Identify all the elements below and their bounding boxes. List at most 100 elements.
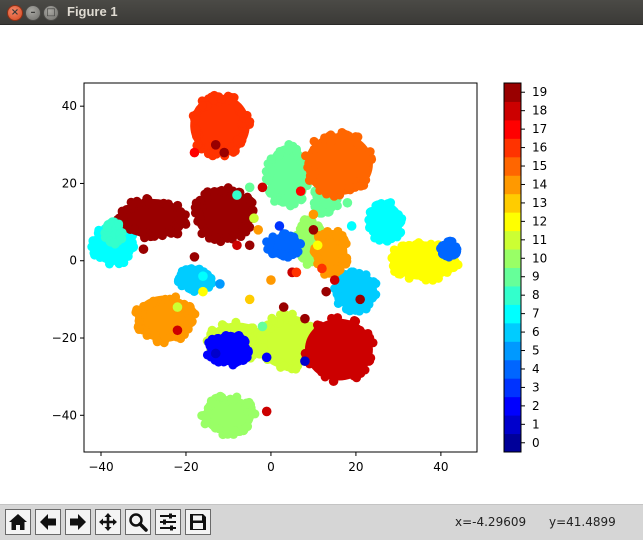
data-point <box>295 186 306 196</box>
cursor-y-readout: y=41.4899 <box>549 515 616 529</box>
data-point <box>302 259 312 269</box>
data-point <box>263 176 273 186</box>
data-point <box>345 182 355 192</box>
data-point <box>226 331 236 341</box>
pan-button[interactable] <box>95 509 121 535</box>
data-point <box>311 198 321 208</box>
data-point <box>366 220 376 230</box>
data-point <box>115 257 125 267</box>
data-point <box>184 283 194 293</box>
data-point <box>211 232 221 242</box>
data-point <box>340 253 350 263</box>
data-point <box>315 185 325 195</box>
y-tick-label: −20 <box>52 331 77 345</box>
data-point <box>200 227 210 237</box>
minimize-icon: – <box>30 7 36 18</box>
data-point <box>243 346 253 356</box>
data-point <box>176 208 186 218</box>
data-point <box>351 316 361 326</box>
data-point <box>161 334 171 344</box>
data-point <box>300 348 310 358</box>
figure-canvas[interactable]: −40 −20 0 20 40 −40 −20 0 20 40 0 1 2 3 4 5 6 7 8 9 10 11 12 13… <box>0 25 643 504</box>
data-point <box>309 341 319 351</box>
colorbar-segment <box>504 138 521 158</box>
data-point <box>232 135 242 145</box>
data-point <box>204 142 214 152</box>
data-point <box>180 322 190 332</box>
data-point <box>291 145 301 155</box>
data-point <box>300 356 310 366</box>
data-point <box>321 286 331 297</box>
data-point <box>264 244 274 254</box>
data-point <box>201 414 211 424</box>
data-point <box>175 215 185 225</box>
cluster-15-13 <box>301 127 377 201</box>
data-point <box>351 132 361 142</box>
data-point <box>197 101 207 111</box>
cluster-4-20 <box>436 236 462 262</box>
data-point <box>317 206 327 216</box>
data-point <box>361 270 371 280</box>
data-point <box>192 131 202 141</box>
data-point <box>329 275 340 285</box>
data-point <box>344 367 354 377</box>
colorbar-tick-label: 7 <box>532 307 540 321</box>
home-button[interactable] <box>5 509 31 535</box>
data-point <box>278 302 289 312</box>
data-point <box>404 271 414 281</box>
back-button[interactable] <box>35 509 61 535</box>
data-point <box>392 262 402 272</box>
colorbar-segment <box>504 156 521 176</box>
data-point <box>138 244 149 254</box>
data-point <box>210 148 220 158</box>
data-point <box>300 313 310 324</box>
data-point <box>191 198 201 208</box>
data-point <box>267 166 277 176</box>
colorbar-tick-label: 5 <box>532 344 540 358</box>
data-point <box>308 209 319 220</box>
data-point <box>261 352 272 363</box>
configure-subplots-button[interactable] <box>155 509 181 535</box>
zoom-button[interactable] <box>125 509 151 535</box>
colorbar-tick-label: 18 <box>532 104 547 118</box>
colorbar-segment <box>504 212 521 232</box>
data-point <box>443 237 453 247</box>
cluster-18-15 <box>300 313 378 386</box>
data-point <box>210 348 221 359</box>
colorbar-tick-label: 4 <box>532 362 540 376</box>
colorbar-tick-label: 11 <box>532 233 547 247</box>
forward-button[interactable] <box>65 509 91 535</box>
data-point <box>233 331 243 341</box>
colorbar-segment <box>504 304 521 324</box>
colorbar-segment <box>504 230 521 250</box>
data-point <box>268 232 278 242</box>
data-point <box>308 225 319 235</box>
data-point <box>312 332 322 342</box>
data-point <box>312 240 323 251</box>
window-maximize-button[interactable]: □ <box>43 5 59 21</box>
data-point <box>346 221 357 231</box>
window-close-button[interactable]: × <box>7 5 23 21</box>
save-button[interactable] <box>185 509 211 535</box>
x-tick-label: 20 <box>348 460 363 474</box>
data-point <box>197 219 207 229</box>
data-point <box>257 321 268 332</box>
data-point <box>232 240 242 251</box>
data-point <box>443 262 453 272</box>
window-minimize-button[interactable]: – <box>25 5 41 21</box>
colorbar-segment <box>504 341 521 361</box>
data-point <box>208 398 218 408</box>
cluster-6-2 <box>330 267 381 316</box>
data-point <box>342 197 353 208</box>
colorbar-tick-label: 2 <box>532 399 540 413</box>
data-point <box>152 230 162 240</box>
data-point <box>405 242 415 252</box>
window-title: Figure 1 <box>67 4 118 19</box>
data-point <box>285 201 295 211</box>
data-point <box>194 209 204 219</box>
x-tick-label: 0 <box>267 460 275 474</box>
data-point <box>177 278 187 288</box>
data-point <box>232 190 242 200</box>
data-point <box>245 117 255 127</box>
data-point <box>275 146 285 156</box>
